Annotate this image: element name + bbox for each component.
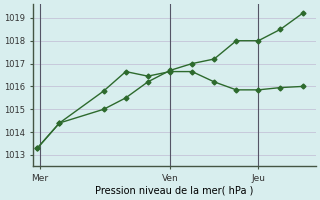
X-axis label: Pression niveau de la mer( hPa ): Pression niveau de la mer( hPa ) — [95, 186, 253, 196]
